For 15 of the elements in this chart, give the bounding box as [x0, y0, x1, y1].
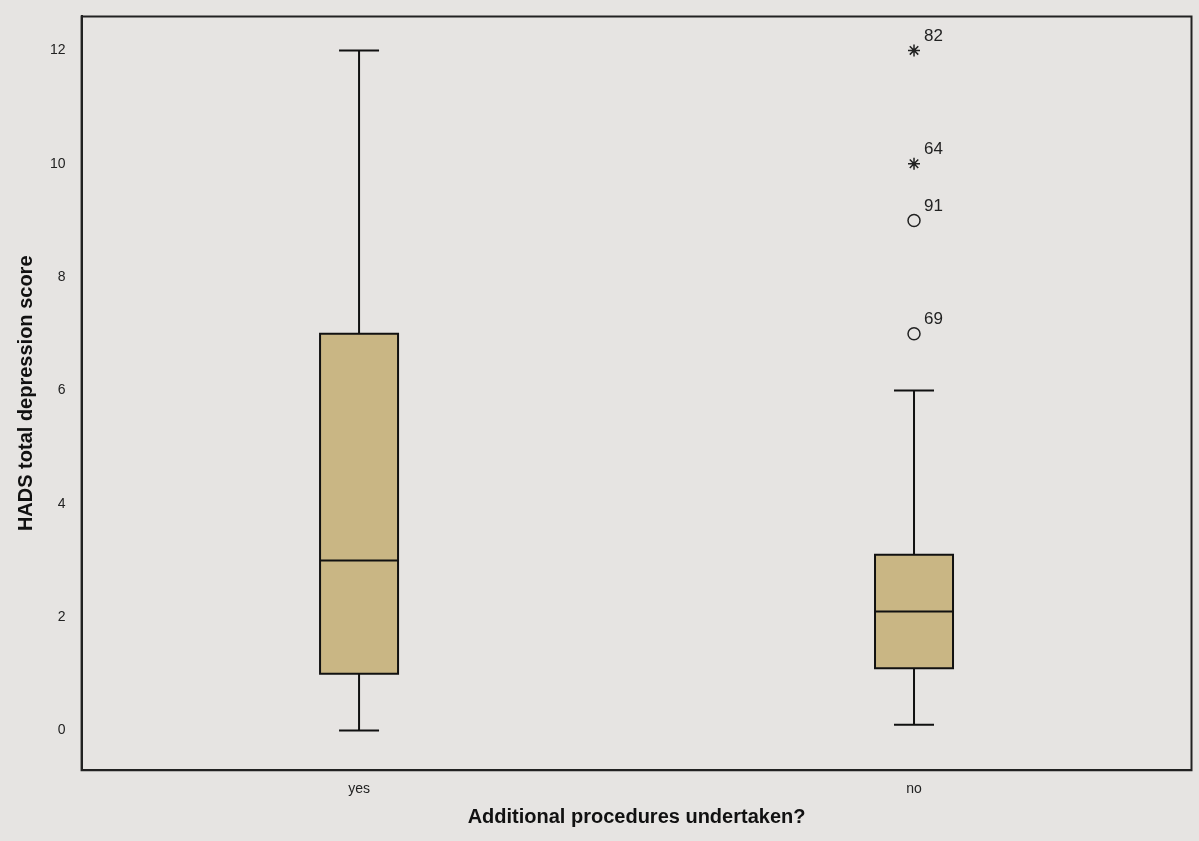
annotation: 64	[924, 138, 943, 158]
x-tick-label: no	[906, 780, 923, 797]
y-tick-label: 10	[49, 154, 66, 171]
y-tick-label: 2	[57, 608, 66, 625]
y-axis-title: HADS total depression score	[13, 255, 36, 532]
y-tick-label: 6	[57, 381, 66, 398]
y-tick-label: 12	[49, 41, 66, 58]
y-tick-label: 8	[57, 267, 66, 284]
y-tick-label: 4	[57, 494, 66, 511]
x-axis-title: Additional procedures undertaken?	[467, 804, 806, 827]
annotation: 82	[924, 25, 943, 45]
annotation: 69	[924, 308, 943, 328]
x-tick-label: yes	[348, 780, 370, 797]
annotation: 91	[924, 195, 943, 215]
y-tick-label: 0	[57, 721, 66, 738]
